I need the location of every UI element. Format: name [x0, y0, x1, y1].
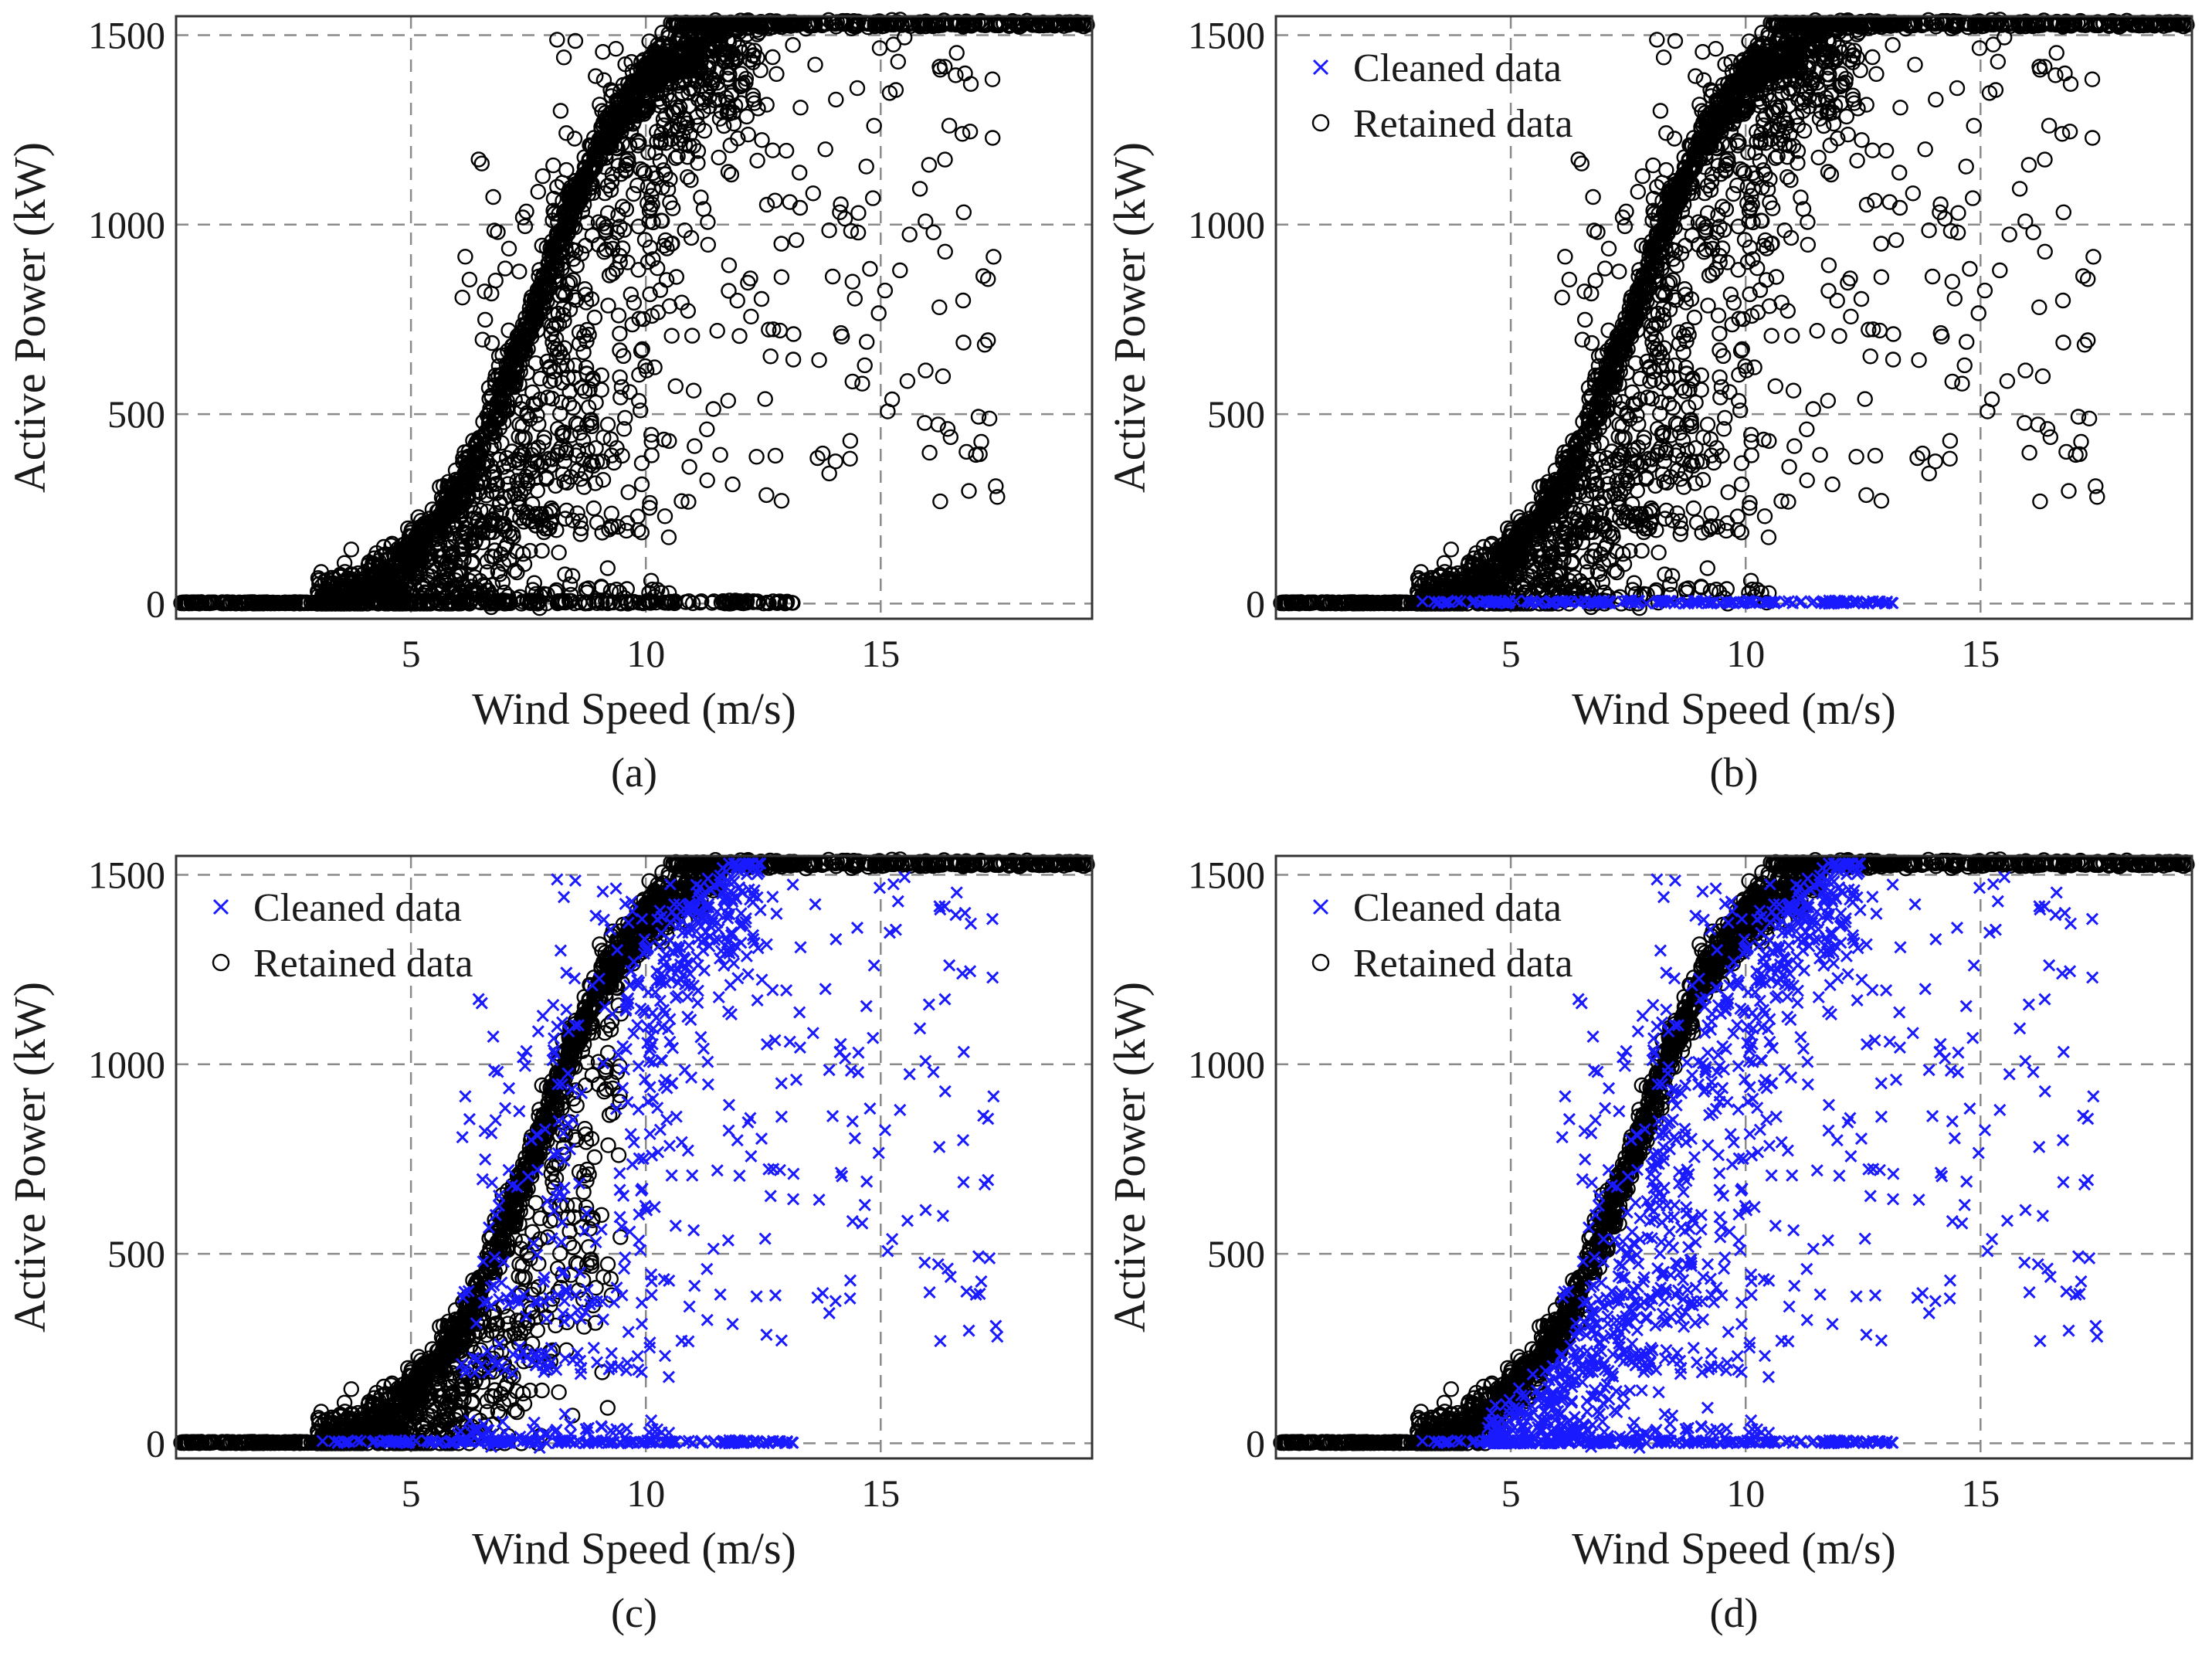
- y-tick-label: 1000: [88, 203, 165, 246]
- retained-point: [173, 595, 189, 611]
- x-axis-label: Wind Speed (m/s): [472, 684, 796, 734]
- retained-point: [181, 596, 197, 612]
- x-tick-label: 15: [861, 632, 900, 675]
- y-tick-label: 1500: [88, 14, 165, 57]
- panel-caption: (a): [611, 749, 657, 796]
- y-tick-label: 0: [146, 582, 165, 625]
- retained-point: [203, 594, 219, 610]
- x-tick-label: 5: [402, 632, 421, 675]
- retained-point: [292, 596, 308, 612]
- retained-point: [218, 595, 234, 611]
- panel-a: 5 10 15 0 500 1000 1500 Wind Speed (m/s) Active …: [5, 12, 1095, 796]
- y-axis-label: Active Power (kW): [5, 142, 55, 493]
- retained-point: [280, 595, 296, 611]
- x-tick-label: 10: [626, 632, 665, 675]
- retained-point: [259, 594, 275, 611]
- retained-point: [237, 595, 253, 612]
- retained-point: [269, 595, 286, 611]
- y-tick-label: 500: [107, 392, 165, 436]
